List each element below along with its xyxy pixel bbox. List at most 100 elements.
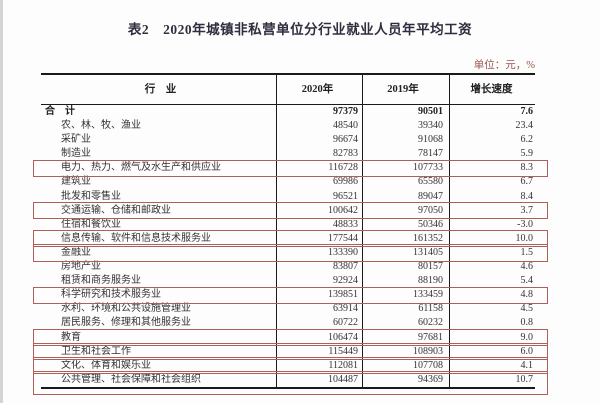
table-row: 采矿业 96674 91068 6.2 xyxy=(41,133,535,148)
table-row: 文化、体育和娱乐业 112081 107708 4.1 xyxy=(33,357,548,375)
unit-note: 单位：元，% xyxy=(473,60,535,71)
table-row: 教育 106474 97681 9.0 xyxy=(33,329,548,347)
table-row: 住宿和餐饮业 48833 50346 -3.0 xyxy=(41,217,535,232)
value-2020-cell: 96674 xyxy=(277,133,363,148)
value-2019-cell: 80157 xyxy=(363,260,450,275)
value-2020-cell: 116728 xyxy=(277,161,363,176)
growth-rate-cell: 5.4 xyxy=(520,275,534,287)
value-2020-cell: 82783 xyxy=(277,147,363,162)
value-2019-cell: 78147 xyxy=(363,147,450,162)
page-edge-strip xyxy=(0,0,3,403)
industry-cell: 教育 xyxy=(41,330,277,345)
value-2020-cell: 104487 xyxy=(277,372,363,387)
value-2020-cell: 69986 xyxy=(277,175,363,190)
table-row: 制造业 82783 78147 5.9 xyxy=(41,147,535,162)
industry-cell: 交通运输、仓储和邮政业 xyxy=(41,203,277,218)
table-row: 科学研究和技术服务业 139851 133459 4.8 xyxy=(33,286,548,304)
value-2019-cell: 39340 xyxy=(363,119,450,134)
table-row: 房地产业 83807 80157 4.6 xyxy=(41,260,535,275)
value-2020-cell: 112081 xyxy=(277,358,363,373)
growth-rate-cell: 4.1 xyxy=(520,359,534,371)
value-2019-cell: 107708 xyxy=(363,358,450,373)
growth-rate-cell: 6.7 xyxy=(520,176,534,188)
growth-rate-cell: 23.4 xyxy=(515,120,534,132)
growth-rate-cell: 5.9 xyxy=(520,148,534,160)
header-industry: 行 业 xyxy=(41,75,277,104)
table-row: 电力、热力、燃气及水生产和供应业 116728 107733 8.3 xyxy=(33,159,548,177)
industry-cell: 制造业 xyxy=(41,147,277,162)
growth-rate-cell: 7.6 xyxy=(520,106,534,117)
industry-cell: 金融业 xyxy=(41,245,277,261)
value-2019-cell: 161352 xyxy=(363,231,450,246)
value-2019-cell: 88190 xyxy=(363,274,450,289)
value-2019-cell: 131405 xyxy=(363,245,450,261)
value-2019-cell: 94369 xyxy=(363,372,450,387)
growth-rate-cell: 4.8 xyxy=(520,289,534,301)
industry-cell: 水利、环境和公共设施管理业 xyxy=(41,302,277,317)
value-2019-cell: 60232 xyxy=(363,316,450,331)
value-2019-cell: 91068 xyxy=(363,133,450,148)
industry-cell: 采矿业 xyxy=(41,133,277,148)
growth-rate-cell: 9.0 xyxy=(520,331,534,343)
industry-cell: 房地产业 xyxy=(41,260,277,275)
table-row: 批发和零售业 96521 89047 8.4 xyxy=(41,189,535,204)
value-2020-cell: 100642 xyxy=(277,203,363,218)
industry-cell: 租赁和商务服务业 xyxy=(41,274,277,289)
value-2020-cell: 106474 xyxy=(277,330,363,345)
value-2020-cell: 96521 xyxy=(277,189,363,204)
value-2019-cell: 133459 xyxy=(363,288,450,303)
value-2020-cell: 133390 xyxy=(277,245,363,261)
industry-cell: 电力、热力、燃气及水生产和供应业 xyxy=(41,161,277,176)
growth-rate-cell: 4.5 xyxy=(520,303,534,315)
table-row: 居民服务、修理和其他服务业 60722 60232 0.8 xyxy=(41,316,535,331)
growth-rate-cell: 10.0 xyxy=(515,232,534,244)
table-row: 建筑业 69986 65580 6.7 xyxy=(41,175,535,190)
table-body: 合 计 97379 90501 7.6 农、林、牧、渔业 48540 39340… xyxy=(33,105,548,395)
value-2020-cell: 60722 xyxy=(277,316,363,331)
table-row: 水利、环境和公共设施管理业 63914 61158 4.5 xyxy=(41,302,535,317)
industry-cell: 农、林、牧、渔业 xyxy=(41,119,277,134)
growth-rate-cell: 3.7 xyxy=(520,204,534,216)
table-row: 公共管理、社会保障和社会组织 104487 94369 10.7 xyxy=(33,371,548,395)
value-2020-cell: 48540 xyxy=(277,119,363,134)
industry-cell: 建筑业 xyxy=(41,175,277,190)
value-2020-cell: 97379 xyxy=(277,105,363,120)
table-header-row: 行 业 2020年 2019年 增长速度 xyxy=(41,75,535,105)
value-2020-cell: 48833 xyxy=(277,217,363,232)
value-2020-cell: 83807 xyxy=(277,260,363,275)
table-row: 农、林、牧、渔业 48540 39340 23.4 xyxy=(41,119,535,134)
industry-cell: 科学研究和技术服务业 xyxy=(41,288,277,303)
header-2020: 2020年 xyxy=(277,75,363,104)
value-2019-cell: 97681 xyxy=(363,330,450,345)
table-row: 卫生和社会工作 115449 108903 6.0 xyxy=(33,343,548,361)
growth-rate-cell: 6.2 xyxy=(520,134,534,146)
value-2020-cell: 177544 xyxy=(277,231,363,246)
value-2019-cell: 61158 xyxy=(363,302,450,317)
growth-rate-cell: 6.0 xyxy=(520,345,534,357)
growth-rate-cell: 1.5 xyxy=(520,246,534,258)
value-2020-cell: 115449 xyxy=(277,344,363,359)
industry-cell: 文化、体育和娱乐业 xyxy=(41,358,277,373)
table-row: 信息传输、软件和信息技术服务业 177544 161352 10.0 xyxy=(33,230,548,248)
value-2019-cell: 108903 xyxy=(363,344,450,359)
value-2019-cell: 50346 xyxy=(363,217,450,232)
growth-rate-cell: 8.3 xyxy=(520,162,534,174)
industry-cell: 卫生和社会工作 xyxy=(41,344,277,359)
value-2020-cell: 92924 xyxy=(277,274,363,289)
industry-cell: 居民服务、修理和其他服务业 xyxy=(41,316,277,331)
value-2019-cell: 90501 xyxy=(363,105,450,120)
growth-rate-cell: 10.7 xyxy=(515,373,534,385)
table-row: 租赁和商务服务业 92924 88190 5.4 xyxy=(41,274,535,289)
table-row: 合 计 97379 90501 7.6 xyxy=(41,105,535,120)
value-2019-cell: 97050 xyxy=(363,203,450,218)
growth-rate-cell: 4.6 xyxy=(520,261,534,273)
table-title: 表2 2020年城镇非私营单位分行业就业人员年平均工资 xyxy=(127,22,473,37)
table-row: 交通运输、仓储和邮政业 100642 97050 3.7 xyxy=(33,202,548,220)
value-2019-cell: 89047 xyxy=(363,189,450,204)
value-2020-cell: 139851 xyxy=(277,288,363,303)
wage-table: 行 业 2020年 2019年 增长速度 合 计 97379 90501 7.6… xyxy=(33,73,548,395)
industry-cell: 合 计 xyxy=(41,105,277,120)
header-growth: 增长速度 xyxy=(470,84,513,95)
header-2019: 2019年 xyxy=(363,75,450,104)
